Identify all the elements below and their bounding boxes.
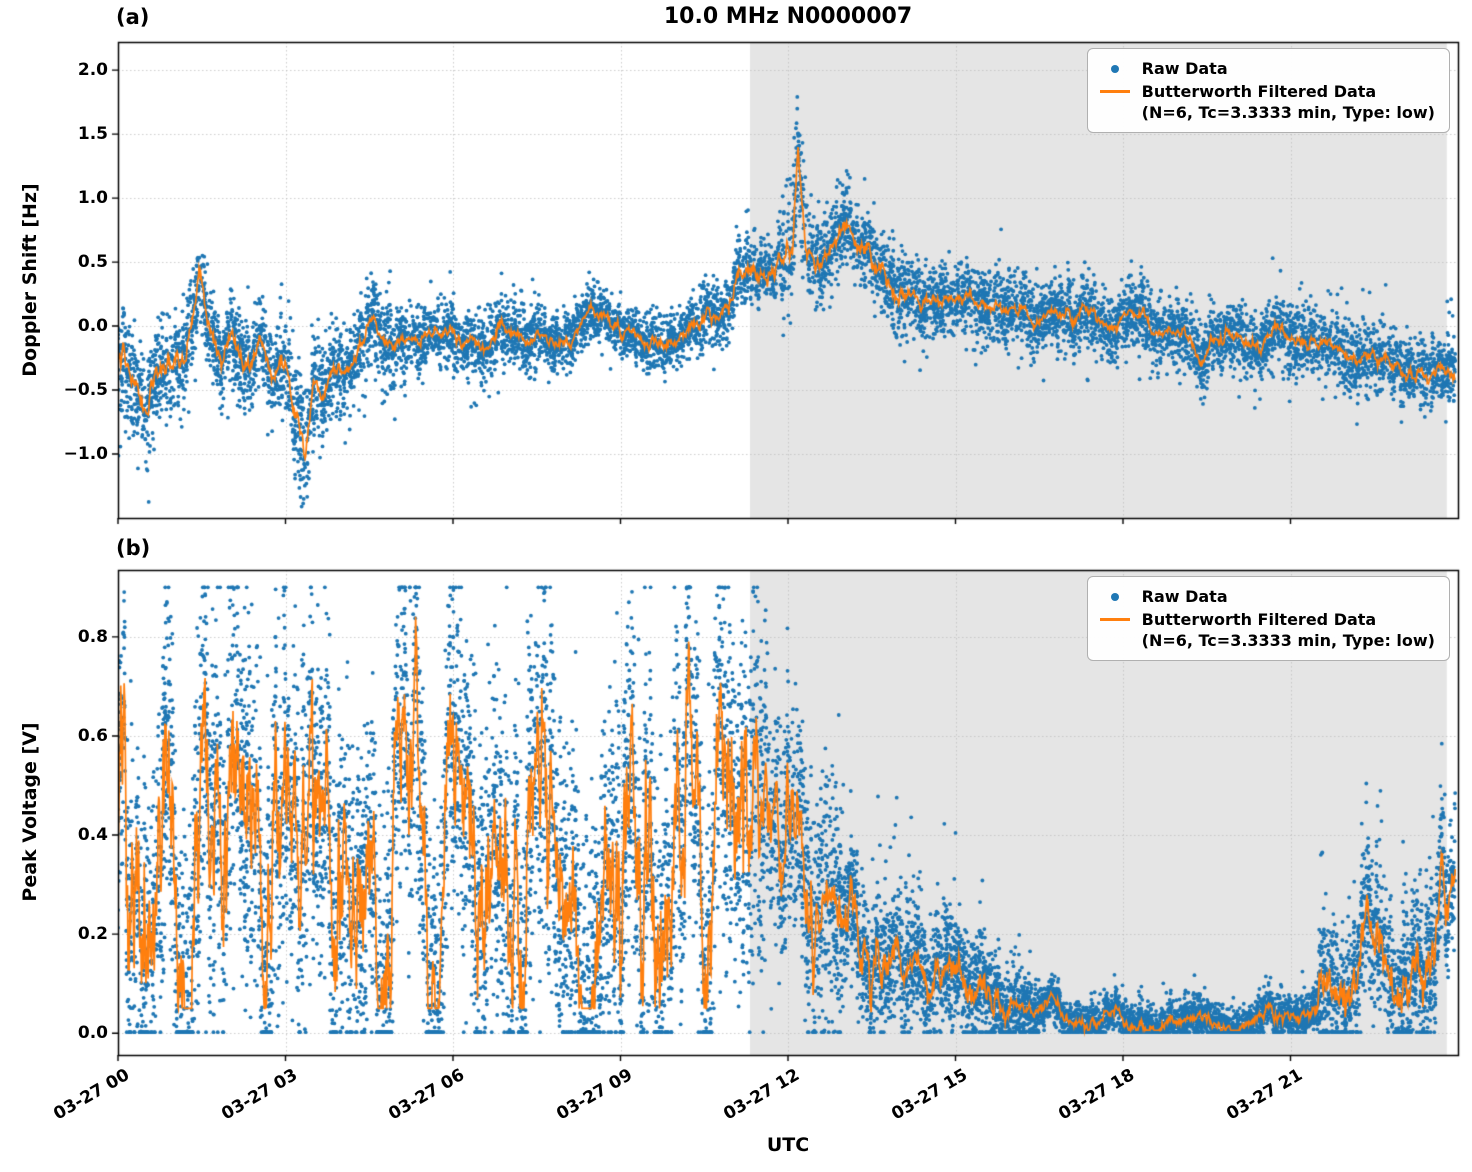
y-tick-label: 0.8 (77, 626, 108, 647)
y-tick-label: 0.0 (77, 316, 108, 337)
filtered-line-marker (1099, 618, 1130, 622)
legend-raw-entry: Raw Data (1098, 585, 1435, 608)
y-tick-label: 0.0 (77, 1023, 108, 1044)
y-tick-label: 0.6 (77, 725, 108, 746)
y-tick-label: 0.2 (77, 924, 108, 945)
panel-b-label: (b) (116, 536, 151, 560)
chart-title: 10.0 MHz N0000007 (663, 4, 913, 29)
legend-panel-a: Raw Data Butterworth Filtered Data (N=6,… (1086, 48, 1450, 134)
y-tick-label: −1.0 (63, 444, 108, 465)
legend-filtered-label: Butterworth Filtered Data (1141, 82, 1377, 102)
raw-data-marker (1110, 592, 1119, 601)
legend-panel-b: Raw Data Butterworth Filtered Data (N=6,… (1086, 576, 1450, 662)
raw-data-marker (1110, 64, 1119, 73)
y-tick-label: 1.5 (77, 124, 108, 145)
y-tick-label: −0.5 (63, 380, 108, 401)
y-tick-label: 0.5 (77, 252, 108, 273)
x-axis-label: UTC (766, 1134, 810, 1156)
y-tick-label: 0.4 (77, 825, 108, 846)
legend-raw-label: Raw Data (1141, 587, 1228, 606)
panel-a-label: (a) (116, 5, 150, 29)
y-tick-label: 2.0 (77, 60, 108, 81)
legend-filtered-entry: Butterworth Filtered Data (1098, 608, 1435, 631)
legend-filtered-sub: (N=6, Tc=3.3333 min, Type: low) (1141, 103, 1435, 123)
legend-raw-label: Raw Data (1141, 59, 1228, 78)
panel-a-ylabel: Doppler Shift [Hz] (19, 183, 41, 377)
legend-raw-entry: Raw Data (1098, 57, 1435, 80)
filtered-line-marker (1099, 90, 1130, 94)
y-tick-label: 1.0 (77, 188, 108, 209)
legend-filtered-entry: Butterworth Filtered Data (1098, 80, 1435, 103)
legend-filtered-sub: (N=6, Tc=3.3333 min, Type: low) (1141, 631, 1435, 651)
panel-b-ylabel: Peak Voltage [V] (19, 722, 41, 902)
legend-filtered-label: Butterworth Filtered Data (1141, 610, 1377, 630)
